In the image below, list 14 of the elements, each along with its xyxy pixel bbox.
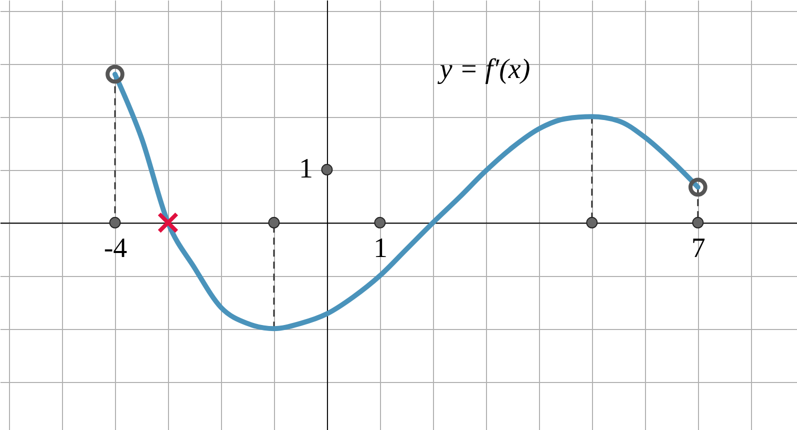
- annotation: 1: [298, 154, 313, 185]
- annotation: y = f′(x): [436, 54, 530, 85]
- x-tick-label: 1: [373, 233, 388, 264]
- x-tick-label: 7: [691, 233, 706, 264]
- point: [692, 216, 704, 228]
- x-tick-label: -4: [104, 233, 128, 264]
- point: [157, 212, 179, 234]
- point: [268, 216, 280, 228]
- point: [688, 178, 708, 197]
- point: [106, 64, 124, 84]
- point: [109, 216, 121, 228]
- point: [374, 216, 386, 228]
- point: [586, 216, 598, 228]
- point: [321, 164, 333, 176]
